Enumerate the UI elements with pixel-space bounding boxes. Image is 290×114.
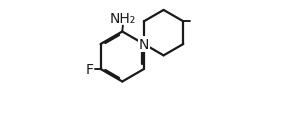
Text: NH₂: NH₂ <box>110 12 136 25</box>
Text: N: N <box>139 38 149 52</box>
Text: F: F <box>86 62 94 76</box>
